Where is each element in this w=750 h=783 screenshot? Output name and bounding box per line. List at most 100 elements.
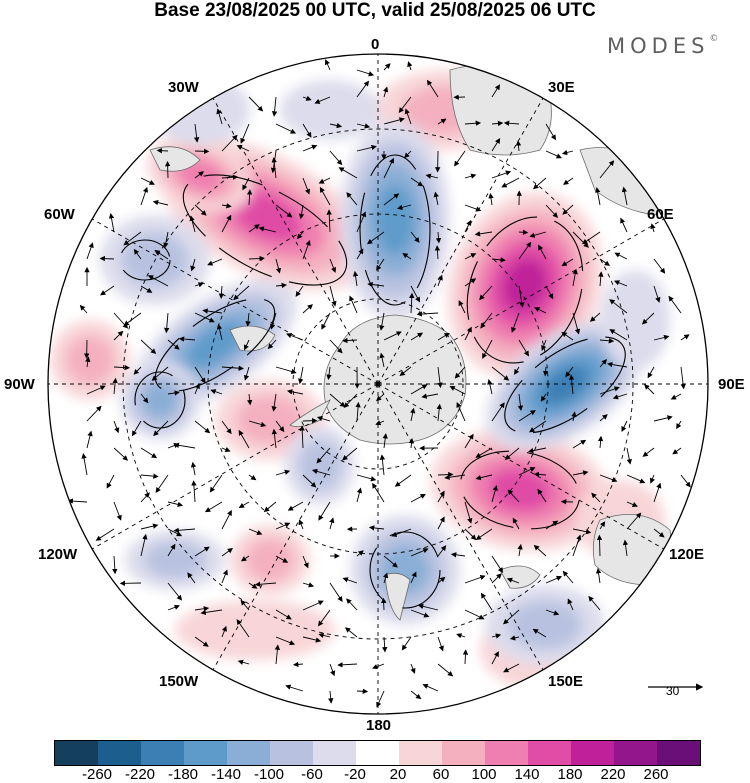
wind-arrow	[221, 174, 239, 180]
wind-arrow	[189, 215, 196, 233]
wind-arrow	[236, 619, 250, 638]
wind-arrow	[338, 167, 358, 179]
wind-arrow	[444, 474, 466, 480]
lon-label-60w: 60W	[44, 206, 75, 223]
wind-arrow	[545, 575, 563, 584]
wind-arrow	[480, 312, 493, 329]
wind-arrow	[464, 528, 477, 541]
colorbar-swatch	[614, 741, 657, 765]
wind-arrow	[622, 539, 629, 557]
anomaly-patch	[375, 185, 415, 255]
wind-arrow	[113, 330, 124, 341]
wind-arrow	[653, 415, 673, 422]
wind-arrow	[563, 177, 574, 185]
wind-arrow	[140, 447, 158, 459]
landmass	[149, 146, 201, 172]
wind-arrow	[140, 473, 159, 479]
wind-arrow	[464, 219, 472, 233]
wind-arrow	[410, 690, 422, 700]
wind-arrow	[475, 474, 493, 481]
wind-arrow	[147, 275, 169, 287]
wind-arrow	[319, 186, 331, 206]
wind-arrow	[238, 501, 250, 508]
wind-arrow	[298, 204, 305, 220]
wind-arrow	[254, 581, 277, 587]
wind-arrow	[302, 177, 310, 195]
wind-arrow	[346, 598, 358, 611]
wind-arrow	[202, 308, 223, 314]
wind-arrow	[204, 501, 223, 513]
meridian-line	[377, 383, 673, 555]
wind-arrow	[133, 366, 142, 375]
wind-arrow	[221, 365, 244, 371]
wind-arrow	[194, 636, 209, 647]
wind-arrow	[155, 474, 169, 493]
wind-arrow	[167, 543, 176, 557]
wind-arrow	[178, 336, 196, 342]
wind-arrow	[381, 636, 388, 653]
wind-arrow	[376, 393, 385, 402]
wind-arrow	[221, 203, 232, 209]
wind-arrow	[156, 147, 169, 154]
wind-arrow	[298, 519, 304, 530]
wind-arrow	[410, 493, 426, 503]
wind-arrow	[506, 577, 520, 584]
anomaly-patch	[600, 270, 670, 370]
wind-arrow	[410, 571, 417, 584]
wind-arrow	[356, 688, 369, 694]
anomaly-patch	[236, 395, 304, 445]
wind-arrow	[329, 517, 335, 530]
wind-arrow	[242, 177, 250, 191]
wind-arrow	[572, 268, 578, 287]
wind-arrow	[343, 393, 358, 408]
wind-arrow	[245, 312, 251, 327]
wind-arrow	[113, 501, 122, 521]
wind-arrow	[372, 663, 385, 670]
wind-arrow	[676, 420, 682, 430]
wind-arrow	[491, 170, 512, 179]
wind-arrow	[240, 123, 250, 144]
wind-arrow	[240, 555, 250, 562]
wind-arrow	[436, 403, 442, 422]
wind-arrow	[367, 281, 385, 288]
wind-arrow	[410, 407, 416, 422]
wind-arrow	[501, 177, 520, 188]
wind-arrow	[302, 304, 313, 314]
wind-arrow	[515, 140, 522, 152]
wind-arrow	[329, 285, 337, 307]
wind-arrow	[311, 468, 331, 476]
wind-arrow	[275, 522, 291, 530]
streamline	[504, 336, 626, 434]
wind-arrow	[207, 258, 223, 266]
wind-arrow	[404, 108, 412, 125]
wind-arrow	[194, 366, 206, 384]
wind-arrow	[376, 690, 385, 708]
wind-arrow	[86, 430, 93, 449]
wind-arrow	[131, 420, 142, 437]
wind-arrow	[302, 417, 318, 424]
wind-arrow	[503, 663, 520, 673]
wind-arrow	[108, 213, 115, 233]
wind-vectors	[67, 59, 691, 708]
wind-arrow	[464, 326, 472, 341]
wind-arrow	[437, 471, 454, 478]
wind-arrow	[464, 204, 482, 212]
wind-arrow	[302, 95, 312, 101]
wind-arrow	[599, 414, 608, 422]
colorbar-swatch	[141, 741, 184, 765]
modes-logo: MODES©	[607, 34, 719, 58]
colorbar-tick-label: -100	[253, 766, 285, 783]
wind-arrow	[528, 447, 547, 454]
colorbar	[54, 740, 701, 766]
wind-arrow	[218, 285, 225, 299]
wind-arrow	[216, 323, 223, 341]
wind-arrow	[375, 420, 385, 426]
wind-arrow	[454, 150, 466, 167]
wind-arrow	[475, 528, 493, 541]
wind-arrow	[342, 577, 358, 584]
wind-arrow	[383, 157, 394, 179]
wind-arrow	[462, 649, 469, 665]
wind-arrow	[302, 239, 311, 260]
wind-arrow	[86, 405, 102, 422]
wind-arrow	[509, 635, 520, 641]
